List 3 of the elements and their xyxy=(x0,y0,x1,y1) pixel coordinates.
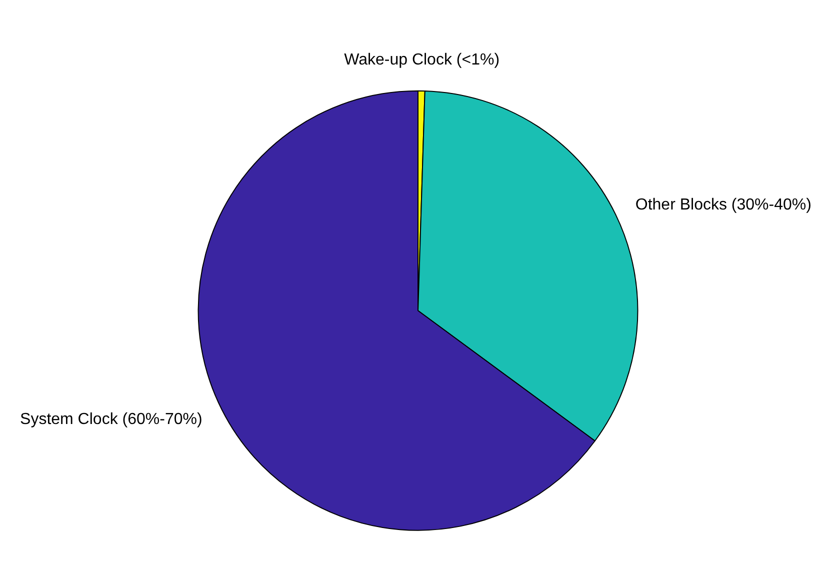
slice-label: Wake-up Clock (<1%) xyxy=(344,52,500,69)
slice-label: Other Blocks (30%-40%) xyxy=(635,196,812,214)
slice-label: System Clock (60%-70%) xyxy=(20,411,202,428)
